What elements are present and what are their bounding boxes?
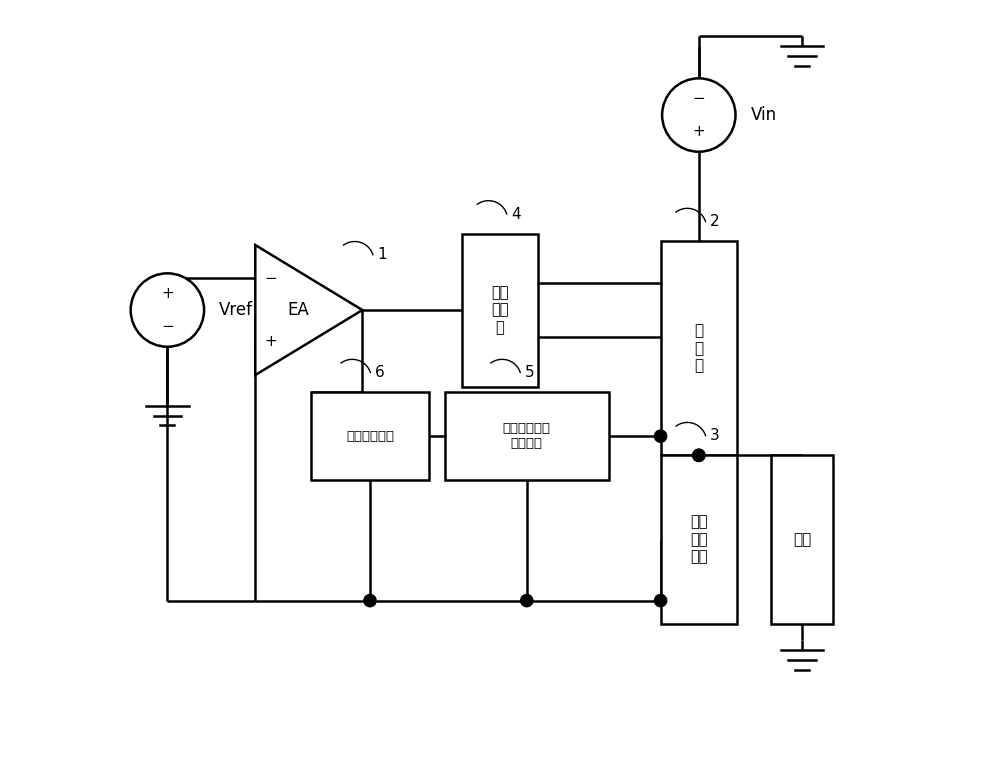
- Text: 3: 3: [710, 428, 720, 444]
- Circle shape: [654, 430, 667, 442]
- Text: 电阻
反馈
网络: 电阻 反馈 网络: [690, 515, 708, 564]
- Text: Vref: Vref: [219, 301, 253, 319]
- Bar: [771, 455, 833, 624]
- Bar: [661, 241, 737, 455]
- Text: 1: 1: [378, 247, 387, 262]
- Text: 缓冲
级电
路: 缓冲 级电 路: [491, 285, 509, 335]
- Text: Vin: Vin: [751, 106, 777, 124]
- Circle shape: [521, 594, 533, 607]
- Text: 负载: 负载: [793, 532, 811, 547]
- Circle shape: [662, 78, 736, 152]
- Text: EA: EA: [287, 301, 309, 319]
- Bar: [311, 392, 429, 480]
- Bar: [661, 455, 737, 624]
- Text: 跨导提升电路: 跨导提升电路: [346, 430, 394, 443]
- Text: 4: 4: [511, 206, 521, 222]
- Text: 5: 5: [525, 365, 535, 380]
- Circle shape: [131, 274, 204, 347]
- Text: 6: 6: [375, 365, 385, 380]
- Circle shape: [364, 594, 376, 607]
- Text: −: −: [161, 319, 174, 334]
- Text: −: −: [264, 271, 277, 286]
- Text: 共源共栅密勒
补偿电路: 共源共栅密勒 补偿电路: [503, 422, 551, 450]
- Circle shape: [654, 594, 667, 607]
- Polygon shape: [255, 245, 362, 375]
- Bar: [445, 392, 609, 480]
- Text: +: +: [161, 286, 174, 301]
- Text: 调
整
管: 调 整 管: [694, 323, 703, 373]
- Bar: [462, 233, 538, 386]
- Circle shape: [693, 449, 705, 461]
- Text: −: −: [692, 91, 705, 106]
- Text: +: +: [692, 124, 705, 139]
- Text: +: +: [264, 334, 277, 349]
- Circle shape: [693, 449, 705, 461]
- Text: 2: 2: [710, 214, 720, 230]
